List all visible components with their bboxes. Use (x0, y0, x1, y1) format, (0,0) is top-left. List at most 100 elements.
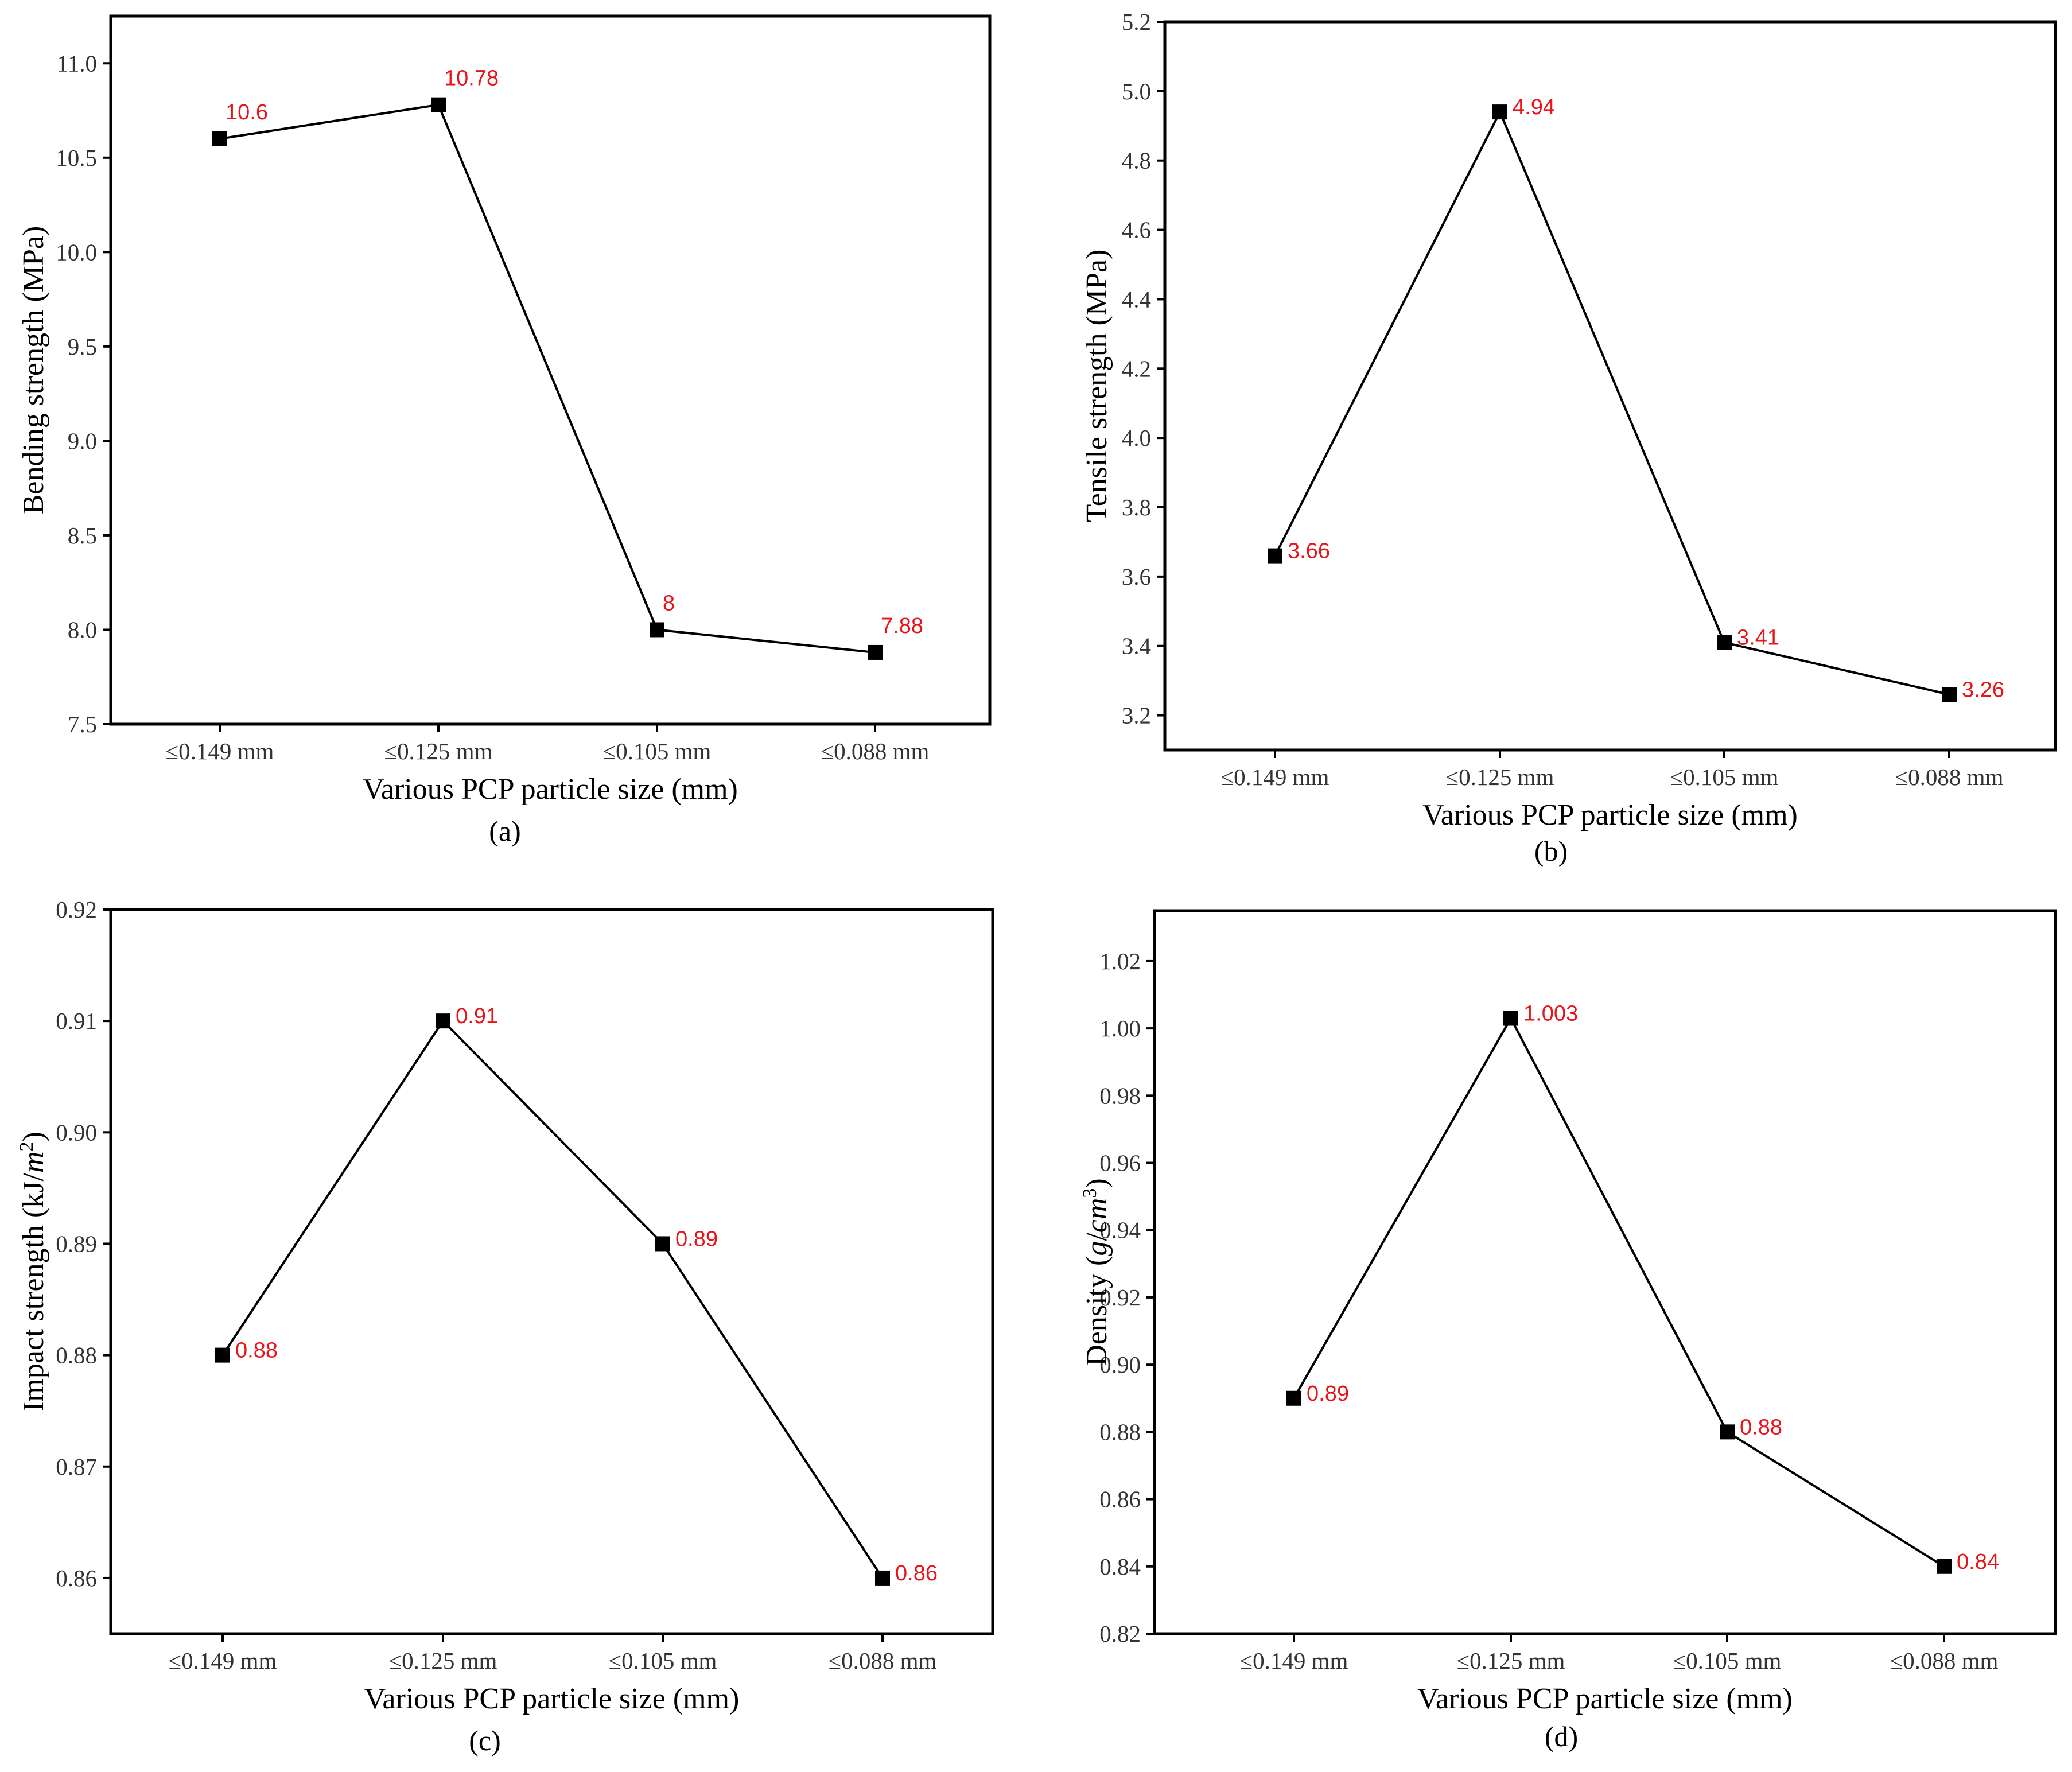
series-line (1274, 109, 1950, 696)
x-tick-label: ≤0.125 mm (389, 1647, 497, 1674)
y-tick-label: 9.0 (68, 428, 97, 454)
x-tick-label: ≤0.149 mm (166, 738, 274, 764)
x-tick-label: ≤0.125 mm (1446, 764, 1554, 790)
y-tick-label: 4.4 (1122, 286, 1151, 312)
y-axis-label-part: Tensile strength (MPa) (1080, 250, 1113, 523)
y-tick-label: 0.89 (56, 1230, 97, 1257)
y-axis-label-part: 3 (1079, 1188, 1101, 1198)
y-tick-label: 11.0 (57, 50, 97, 76)
data-label: 10.78 (444, 67, 499, 91)
data-label: 0.88 (235, 1339, 278, 1363)
x-tick-label: ≤0.088 mm (1890, 1647, 1999, 1674)
y-tick-label: 0.96 (1099, 1150, 1141, 1176)
y-tick-label: 8.0 (68, 616, 97, 643)
data-point-marker (212, 131, 227, 146)
y-tick-label: 4.6 (1122, 217, 1151, 243)
y-tick-label: 7.5 (68, 711, 97, 737)
panel-caption: (c) (469, 1724, 501, 1757)
y-tick-label: 5.2 (1122, 9, 1151, 35)
data-point-marker (1492, 104, 1507, 120)
y-tick-label: 0.88 (56, 1342, 97, 1369)
y-axis-label-part: / (1080, 1233, 1113, 1241)
y-axis-label-part: cm (1080, 1198, 1113, 1233)
plot-frame (1163, 20, 2057, 752)
y-tick-label: 3.2 (1122, 702, 1151, 729)
y-tick-label: 3.4 (1122, 633, 1151, 659)
data-label: 0.84 (1957, 1550, 1999, 1574)
x-tick-label: ≤0.105 mm (609, 1647, 717, 1674)
x-tick-label: ≤0.088 mm (1895, 764, 2004, 790)
data-label: 0.89 (675, 1227, 718, 1251)
panel-caption: (a) (489, 815, 521, 847)
y-tick-label: 3.6 (1122, 564, 1151, 590)
y-tick-label: 4.2 (1122, 355, 1151, 382)
plot-frame (109, 908, 994, 1635)
x-tick-label: ≤0.149 mm (169, 1647, 277, 1674)
y-axis-label-part: m (17, 1151, 50, 1173)
data-label: 8 (663, 591, 675, 615)
x-tick-label: ≤0.149 mm (1240, 1647, 1348, 1674)
y-axis-label-part: ) (1080, 1178, 1113, 1188)
panel-caption: (d) (1545, 1720, 1578, 1752)
y-axis-label-part: g (1080, 1241, 1113, 1256)
y-axis-label: Impact strength (kJ/m2) (16, 1132, 50, 1412)
x-tick-label: ≤0.105 mm (1673, 1647, 1782, 1674)
x-axis-label: Various PCP particle size (mm) (1417, 1682, 1793, 1715)
plot-frame (109, 14, 992, 726)
y-tick-label: 0.94 (1099, 1217, 1141, 1243)
y-tick-label: 0.91 (56, 1008, 97, 1034)
chart-panel-b: 3.2 3.4 3.6 3.8 4.0 4.2 4.4 4.6 4.8 5.0 5.2 ≤0.149 … (1080, 9, 2057, 867)
data-label: 0.86 (895, 1561, 938, 1586)
chart-panel-a: 7.5 8.0 8.5 9.0 9.5 10.0 10.5 11.0 ≤0.149 mm ≤0.1… (17, 14, 992, 847)
data-point-marker (868, 644, 883, 660)
y-tick-label: 9.5 (68, 333, 97, 360)
y-tick-label: 0.90 (56, 1119, 97, 1145)
y-axis-label: Tensile strength (MPa) (1080, 250, 1113, 523)
chart-panel-d: 0.82 0.84 0.86 0.88 0.90 0.92 0.94 0.96 0.98 1.00… (1079, 909, 2057, 1752)
y-axis-label-part: ) (17, 1132, 50, 1141)
plot-frame (1153, 909, 2057, 1635)
x-tick-label: ≤0.125 mm (384, 738, 493, 764)
data-point-marker (431, 97, 446, 112)
data-label: 4.94 (1513, 95, 1555, 119)
data-label: 0.89 (1307, 1382, 1349, 1406)
y-tick-label: 5.0 (1122, 78, 1151, 104)
series-line (1293, 1016, 1945, 1568)
x-axis-label: Various PCP particle size (mm) (364, 1682, 740, 1715)
data-point-marker (1286, 1390, 1301, 1406)
chart-panel-c: 0.86 0.87 0.88 0.89 0.90 0.91 0.92 ≤0.149 mm ≤0.… (16, 896, 994, 1757)
x-tick-label: ≤0.149 mm (1221, 764, 1329, 790)
y-tick-label: 8.5 (68, 522, 97, 549)
data-label: 10.6 (226, 100, 268, 125)
y-tick-label: 0.92 (1099, 1284, 1141, 1311)
y-tick-label: 3.8 (1122, 494, 1151, 520)
data-point-marker (1717, 635, 1732, 650)
x-tick-label: ≤0.105 mm (1670, 764, 1779, 790)
data-label: 3.41 (1737, 626, 1779, 650)
x-axis-label: Various PCP particle size (mm) (363, 773, 738, 806)
y-tick-label: 4.8 (1122, 147, 1151, 174)
x-tick-label: ≤0.125 mm (1457, 1647, 1565, 1674)
y-axis-label: Bending strength (MPa) (17, 226, 50, 515)
y-axis-label-part: Bending strength (MPa) (17, 226, 50, 515)
data-point-marker (1503, 1011, 1518, 1026)
data-label: 7.88 (881, 614, 923, 638)
data-point-marker (1268, 548, 1282, 564)
y-axis-label-part: 2 (16, 1141, 37, 1151)
data-point-marker (1942, 687, 1957, 702)
data-point-marker (436, 1013, 450, 1029)
y-tick-label: 1.00 (1099, 1015, 1141, 1042)
y-tick-label: 0.98 (1099, 1082, 1141, 1109)
y-tick-label: 0.82 (1099, 1621, 1141, 1647)
y-tick-label: 0.90 (1099, 1351, 1141, 1378)
data-point-marker (655, 1236, 670, 1252)
data-point-marker (1937, 1559, 1952, 1574)
y-tick-label: 0.84 (1099, 1553, 1141, 1580)
y-tick-label: 10.0 (56, 239, 97, 265)
data-label: 1.003 (1523, 1002, 1578, 1026)
y-tick-label: 4.0 (1122, 425, 1151, 451)
y-tick-label: 0.87 (56, 1454, 97, 1480)
data-point-marker (215, 1347, 230, 1363)
y-axis-label-part: Impact strength (kJ/ (17, 1172, 50, 1411)
